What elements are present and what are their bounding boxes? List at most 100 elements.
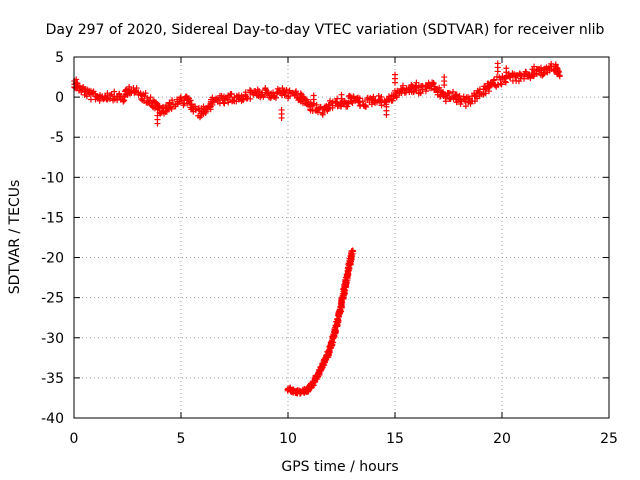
data-point — [326, 97, 333, 104]
x-tick-label: 15 — [386, 431, 404, 447]
data-point — [531, 71, 538, 78]
data-point — [494, 68, 501, 75]
data-point — [456, 92, 463, 99]
x-axis-title: GPS time / hours — [281, 459, 398, 475]
y-axis-title: SDTVAR / TECUs — [7, 180, 23, 295]
data-point — [496, 74, 503, 81]
data-point — [355, 99, 362, 106]
y-tick-label: -5 — [50, 130, 64, 146]
data-point — [192, 106, 199, 113]
y-tick-label: -20 — [41, 251, 64, 267]
data-point — [503, 73, 510, 80]
data-point — [482, 86, 489, 93]
data-point — [395, 89, 402, 96]
y-tick-label: -15 — [41, 210, 64, 226]
data-point — [297, 90, 304, 97]
data-point — [441, 82, 448, 89]
data-point — [410, 89, 417, 96]
data-point — [256, 88, 263, 95]
data-point — [552, 61, 559, 68]
y-tick-label: -40 — [41, 411, 64, 427]
data-point — [174, 100, 181, 107]
data-point — [187, 97, 194, 104]
data-point — [293, 88, 300, 95]
data-point — [491, 76, 498, 83]
data-point — [203, 108, 210, 115]
data-point — [271, 93, 278, 100]
data-point — [356, 95, 363, 102]
data-point — [188, 101, 195, 108]
data-point — [393, 92, 400, 99]
data-point — [154, 120, 161, 127]
data-point — [359, 98, 366, 105]
y-tick-label: 5 — [55, 50, 64, 66]
tick-layer: 0 5 10 15 20 25 5 0 -5 -10 -15 -20 -25 -30 -35 -40 — [41, 50, 618, 447]
x-tick-label: 5 — [177, 431, 186, 447]
data-point — [346, 92, 353, 99]
data-point — [120, 97, 127, 104]
data-point — [450, 88, 457, 95]
data-point — [349, 100, 356, 107]
data-point — [153, 100, 160, 107]
data-point — [290, 386, 297, 393]
data-point — [375, 92, 382, 99]
data-point — [167, 104, 174, 111]
data-point — [147, 94, 154, 101]
data-point — [419, 86, 426, 93]
data-point — [462, 103, 469, 110]
data-point — [238, 92, 245, 99]
data-point — [370, 93, 377, 100]
data-point — [413, 87, 420, 94]
data-point — [133, 85, 140, 92]
x-tick-label: 10 — [279, 431, 297, 447]
data-point — [400, 82, 407, 89]
y-tick-label: 0 — [55, 90, 64, 106]
data-point — [338, 99, 345, 106]
data-point — [442, 98, 449, 105]
y-tick-label: -35 — [41, 371, 64, 387]
chart-title: Day 297 of 2020, Sidereal Day-to-day VTE… — [46, 22, 605, 38]
data-point — [286, 88, 293, 95]
data-point — [272, 94, 279, 101]
data-point — [497, 80, 504, 87]
x-tick-label: 0 — [70, 431, 79, 447]
data-point — [436, 84, 443, 91]
data-point — [540, 71, 547, 78]
data-point — [437, 93, 444, 100]
mark-layer — [71, 60, 563, 397]
data-point — [228, 90, 235, 97]
data-point — [107, 92, 114, 99]
y-tick-label: -30 — [41, 331, 64, 347]
x-tick-label: 20 — [493, 431, 511, 447]
data-point — [196, 114, 203, 121]
data-point — [498, 81, 505, 88]
data-point — [126, 83, 133, 90]
data-point — [169, 97, 176, 104]
y-tick-label: -25 — [41, 291, 64, 307]
data-point — [225, 99, 232, 106]
data-point — [390, 95, 397, 102]
data-point — [262, 86, 269, 93]
data-point — [555, 69, 562, 76]
plot-frame — [73, 56, 610, 419]
data-point — [230, 97, 237, 104]
data-point — [278, 114, 285, 121]
data-point — [349, 248, 356, 255]
data-point — [362, 102, 369, 109]
data-point — [556, 73, 563, 80]
data-point — [142, 90, 149, 97]
data-point — [313, 101, 320, 108]
data-point — [168, 105, 175, 112]
y-tick-label: -10 — [41, 170, 64, 186]
grid-layer — [74, 57, 609, 418]
data-point — [209, 101, 216, 108]
x-tick-label: 25 — [600, 431, 618, 447]
data-point — [247, 95, 254, 102]
data-point — [310, 100, 317, 107]
data-point — [319, 111, 326, 118]
data-point — [457, 101, 464, 108]
data-point — [138, 92, 145, 99]
data-point — [285, 95, 292, 102]
data-point — [383, 111, 390, 118]
